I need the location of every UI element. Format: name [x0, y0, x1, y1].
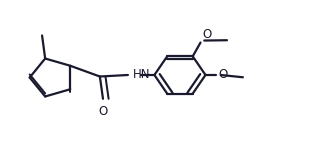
Text: O: O: [202, 28, 211, 41]
Text: O: O: [218, 69, 227, 82]
Text: HN: HN: [133, 68, 150, 81]
Text: O: O: [98, 105, 108, 118]
